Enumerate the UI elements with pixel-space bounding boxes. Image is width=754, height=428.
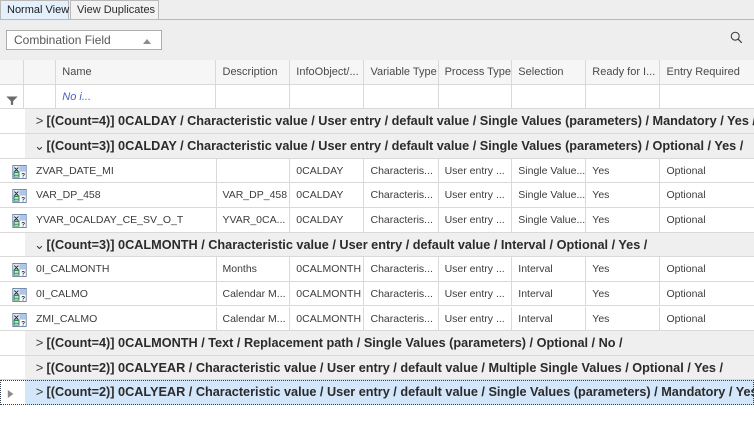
svg-text:?: ?: [21, 222, 25, 228]
svg-text:?: ?: [21, 271, 25, 277]
svg-text:?: ?: [21, 197, 25, 203]
svg-text:?: ?: [21, 172, 25, 178]
svg-text:?: ?: [21, 320, 25, 326]
svg-text:?: ?: [21, 295, 25, 301]
